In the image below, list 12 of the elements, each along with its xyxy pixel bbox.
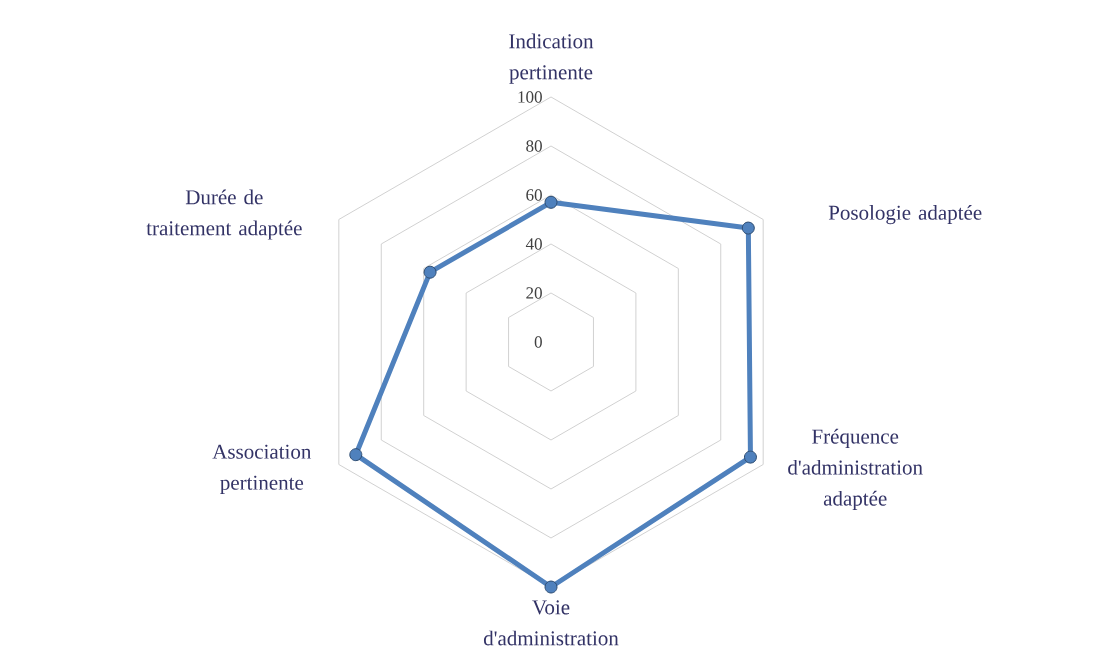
spoke-label: Fréquence d'administration adaptée <box>788 428 923 510</box>
spoke-label: Durée de traitement adaptée <box>146 189 302 240</box>
y-tick-label: 80 <box>526 140 542 152</box>
y-tick-label: 20 <box>526 287 542 299</box>
y-tick-label: 40 <box>525 238 542 250</box>
spoke-label: Posologie adaptée <box>828 205 982 225</box>
spoke-label: Indication pertinente <box>509 33 594 84</box>
spoke-label: Association pertinente <box>212 444 312 495</box>
spoke-label: Voie d'administration <box>483 600 619 646</box>
y-tick-label: 60 <box>526 189 542 201</box>
y-tick-label: 100 <box>518 91 542 103</box>
y-tick-label: 0 <box>534 336 542 348</box>
